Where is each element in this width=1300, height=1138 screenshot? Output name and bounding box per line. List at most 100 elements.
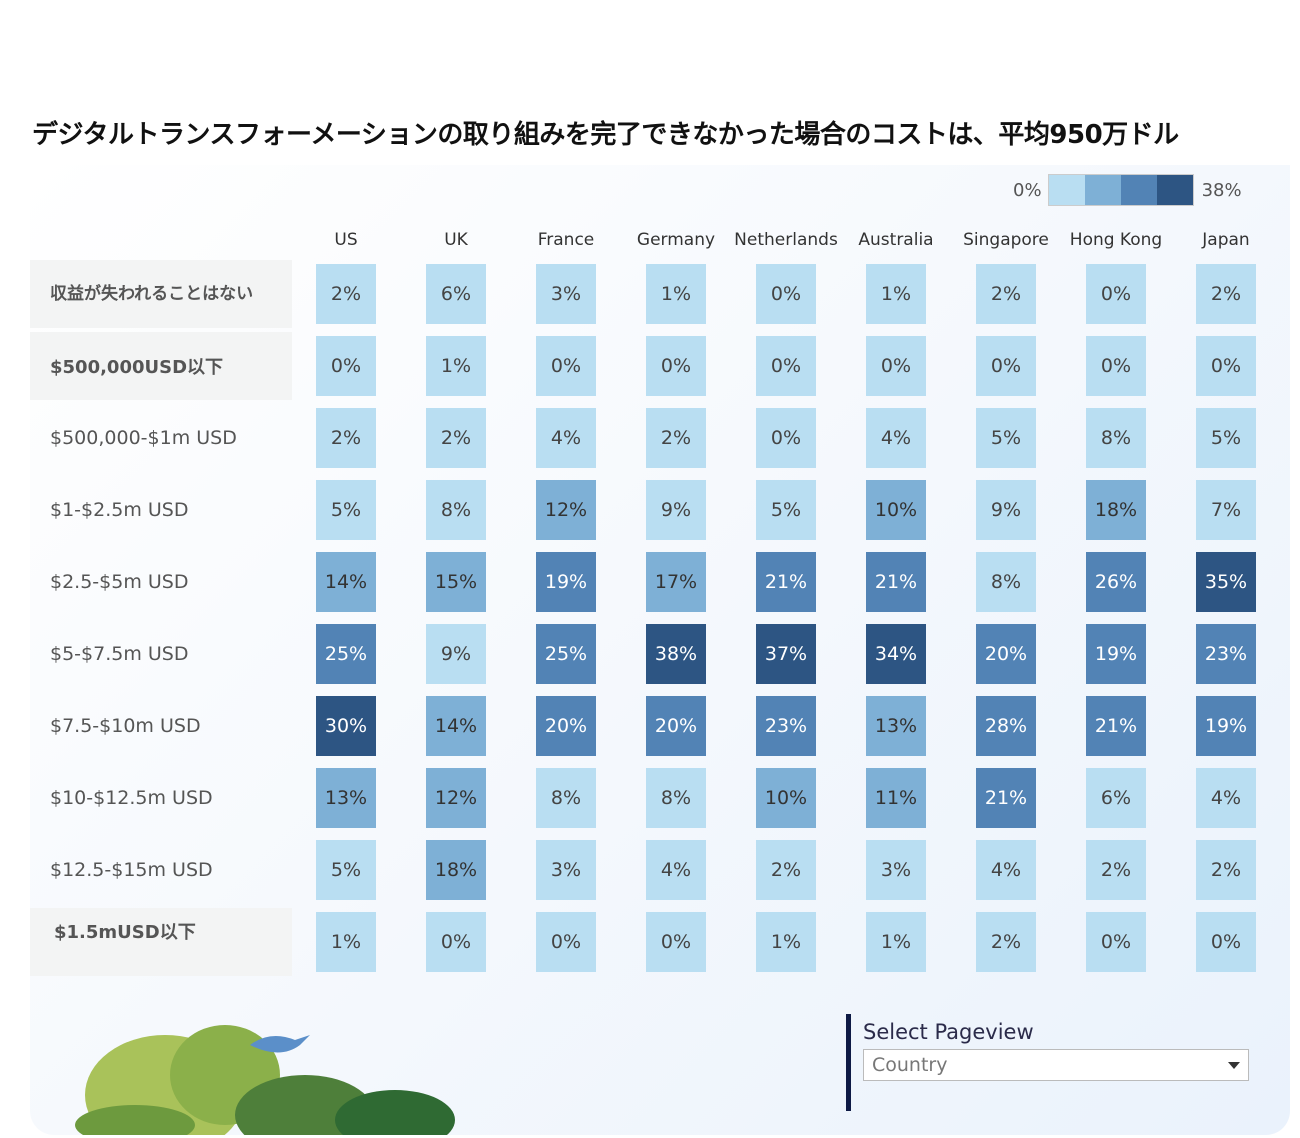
row-label: $5-$7.5m USD xyxy=(50,643,189,665)
heatmap-cell: 21% xyxy=(1086,696,1146,756)
heatmap-cell: 17% xyxy=(646,552,706,612)
heatmap-cell: 28% xyxy=(976,696,1036,756)
legend-max: 38% xyxy=(1201,179,1242,201)
heatmap-cell: 23% xyxy=(756,696,816,756)
row-label: $7.5-$10m USD xyxy=(50,715,201,737)
heatmap-cell: 21% xyxy=(866,552,926,612)
heatmap-cell: 2% xyxy=(646,408,706,468)
legend-min: 0% xyxy=(1013,179,1042,201)
selector-label: Select Pageview xyxy=(863,1020,1034,1044)
heatmap-cell: 14% xyxy=(316,552,376,612)
pageview-selector: Select Pageview Country xyxy=(846,1014,1249,1111)
heatmap-cell: 5% xyxy=(316,480,376,540)
heatmap-cell: 1% xyxy=(866,264,926,324)
heatmap-cell: 0% xyxy=(756,336,816,396)
column-header: Germany xyxy=(636,230,716,250)
heatmap-cell: 0% xyxy=(1086,264,1146,324)
legend-swatch xyxy=(1120,175,1157,205)
heatmap-cell: 8% xyxy=(1086,408,1146,468)
heatmap-cell: 4% xyxy=(976,840,1036,900)
heatmap-cell: 20% xyxy=(976,624,1036,684)
column-header: Japan xyxy=(1202,230,1250,250)
heatmap-cell: 34% xyxy=(866,624,926,684)
heatmap-cell: 0% xyxy=(1196,912,1256,972)
heatmap-cell: 1% xyxy=(426,336,486,396)
heatmap-cell: 37% xyxy=(756,624,816,684)
heatmap-cell: 0% xyxy=(756,264,816,324)
heatmap-cell: 5% xyxy=(756,480,816,540)
row-label: $500,000-$1m USD xyxy=(50,427,237,449)
heatmap-cell: 6% xyxy=(1086,768,1146,828)
heatmap-cell: 10% xyxy=(756,768,816,828)
heatmap-cell: 4% xyxy=(646,840,706,900)
heatmap-cell: 0% xyxy=(1086,336,1146,396)
heatmap-cell: 0% xyxy=(536,912,596,972)
dropdown-value: Country xyxy=(872,1054,948,1076)
heatmap-cell: 19% xyxy=(536,552,596,612)
heatmap-cell: 0% xyxy=(976,336,1036,396)
column-header: Hong Kong xyxy=(1069,230,1163,250)
row-label: $500,000USD以下 xyxy=(30,332,292,400)
column-header: US xyxy=(334,230,358,250)
heatmap-cell: 13% xyxy=(866,696,926,756)
heatmap-cell: 1% xyxy=(866,912,926,972)
heatmap-cell: 5% xyxy=(316,840,376,900)
heatmap-cell: 7% xyxy=(1196,480,1256,540)
color-legend: 0% 38% xyxy=(1013,174,1242,206)
heatmap-cell: 20% xyxy=(536,696,596,756)
heatmap-cell: 15% xyxy=(426,552,486,612)
heatmap-cell: 26% xyxy=(1086,552,1146,612)
heatmap-cell: 12% xyxy=(426,768,486,828)
heatmap-cell: 20% xyxy=(646,696,706,756)
heatmap-cell: 1% xyxy=(646,264,706,324)
heatmap-cell: 25% xyxy=(316,624,376,684)
row-label: $1.5mUSD以下 xyxy=(30,908,292,976)
legend-swatch xyxy=(1048,175,1085,205)
row-label: $10-$12.5m USD xyxy=(50,787,213,809)
heatmap-cell: 14% xyxy=(426,696,486,756)
pageview-dropdown[interactable]: Country xyxy=(863,1049,1249,1081)
heatmap-cell: 4% xyxy=(866,408,926,468)
heatmap-cell: 2% xyxy=(316,264,376,324)
heatmap-cell: 8% xyxy=(646,768,706,828)
chart-title: デジタルトランスフォーメーションの取り組みを完了できなかった場合のコストは、平均… xyxy=(32,120,1179,150)
column-header: France xyxy=(537,230,595,250)
heatmap-cell: 35% xyxy=(1196,552,1256,612)
column-header: Australia xyxy=(858,230,934,250)
row-label: $12.5-$15m USD xyxy=(50,859,213,881)
heatmap-cell: 9% xyxy=(426,624,486,684)
legend-swatch xyxy=(1156,175,1193,205)
heatmap-cell: 9% xyxy=(646,480,706,540)
heatmap-cell: 4% xyxy=(1196,768,1256,828)
heatmap-cell: 2% xyxy=(976,264,1036,324)
heatmap-cell: 0% xyxy=(866,336,926,396)
column-header: UK xyxy=(444,230,468,250)
heatmap-cell: 21% xyxy=(976,768,1036,828)
chevron-down-icon[interactable] xyxy=(1228,1061,1240,1069)
heatmap-cell: 2% xyxy=(1196,264,1256,324)
row-label: 収益が失われることはない xyxy=(30,260,292,328)
heatmap-cell: 9% xyxy=(976,480,1036,540)
heatmap-cell: 25% xyxy=(536,624,596,684)
heatmap-cell: 13% xyxy=(316,768,376,828)
row-label: $1-$2.5m USD xyxy=(50,499,189,521)
heatmap-cell: 23% xyxy=(1196,624,1256,684)
bird-and-trees-illustration xyxy=(75,1025,455,1135)
heatmap-cell: 8% xyxy=(426,480,486,540)
heatmap-cell: 3% xyxy=(536,840,596,900)
heatmap-cell: 30% xyxy=(316,696,376,756)
heatmap-cell: 0% xyxy=(426,912,486,972)
heatmap-cell: 11% xyxy=(866,768,926,828)
heatmap-cell: 5% xyxy=(976,408,1036,468)
legend-swatch xyxy=(1084,175,1121,205)
heatmap-cell: 0% xyxy=(316,336,376,396)
column-header: Netherlands xyxy=(734,230,838,250)
heatmap-cell: 3% xyxy=(536,264,596,324)
heatmap-cell: 8% xyxy=(976,552,1036,612)
row-label: $2.5-$5m USD xyxy=(50,571,189,593)
heatmap-cell: 10% xyxy=(866,480,926,540)
heatmap-cell: 2% xyxy=(976,912,1036,972)
heatmap-cell: 19% xyxy=(1086,624,1146,684)
heatmap-cell: 2% xyxy=(426,408,486,468)
heatmap-cell: 0% xyxy=(536,336,596,396)
